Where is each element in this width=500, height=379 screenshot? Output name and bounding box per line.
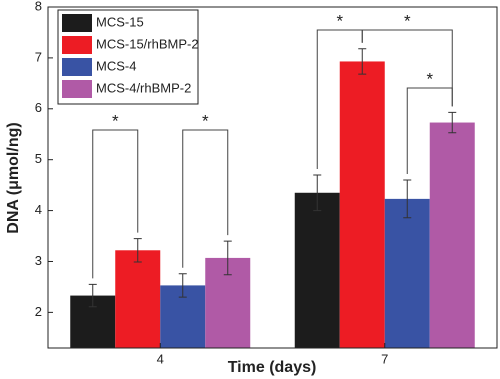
x-tick-label: 7 <box>381 351 388 366</box>
legend-swatch <box>62 36 92 54</box>
bar <box>115 250 161 348</box>
plot-frame <box>47 6 498 349</box>
error-bar <box>178 273 187 298</box>
y-axis-title: DNA (μmol/ng) <box>5 122 22 233</box>
x-axis-title: Time (days) <box>228 359 317 376</box>
significance-label: * <box>404 11 411 30</box>
y-tick-label: 5 <box>35 151 42 166</box>
y-tick-label: 7 <box>35 49 42 64</box>
y-tick-label: 2 <box>35 304 42 319</box>
bar <box>294 192 340 348</box>
error-bar <box>223 240 232 276</box>
legend-label: MCS-4/rhBMP-2 <box>96 80 191 95</box>
error-bar <box>88 283 97 308</box>
error-bar <box>313 174 322 212</box>
y-tick-label: 8 <box>35 0 42 13</box>
significance-label: * <box>202 111 209 130</box>
significance-bracket <box>92 129 139 279</box>
significance-bracket <box>361 29 453 107</box>
significance-bracket <box>406 87 453 175</box>
bar <box>339 61 385 348</box>
bar <box>384 198 430 348</box>
error-bar <box>358 48 367 75</box>
legend-swatch <box>62 80 92 98</box>
legend-swatch <box>62 58 92 76</box>
legend-label: MCS-15 <box>96 14 144 29</box>
legend-label: MCS-15/rhBMP-2 <box>96 36 199 51</box>
significance-label: * <box>426 69 433 88</box>
legend-label: MCS-4 <box>96 58 136 73</box>
error-bar <box>448 111 457 134</box>
significance-label: * <box>112 111 119 130</box>
x-tick-label: 4 <box>157 351 164 366</box>
bar <box>429 122 475 348</box>
y-tick-label: 6 <box>35 100 42 115</box>
legend-swatch <box>62 14 92 32</box>
y-tick-label: 3 <box>35 253 42 268</box>
error-bar <box>133 238 142 263</box>
significance-bracket <box>182 129 229 268</box>
error-bar <box>403 179 412 219</box>
significance-label: * <box>336 11 343 30</box>
y-tick-label: 4 <box>35 202 42 217</box>
